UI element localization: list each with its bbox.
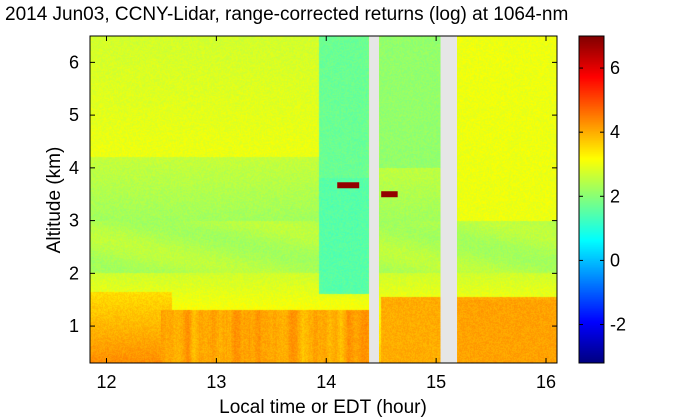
- y-tick-label: 5: [69, 105, 79, 125]
- colorbar-tick-label: -2: [610, 315, 626, 335]
- x-tick-label: 16: [536, 372, 556, 392]
- heatmap: [90, 36, 557, 363]
- data-gap-layer: [337, 36, 458, 363]
- x-tick-label: 13: [206, 372, 226, 392]
- colorbar-tick-label: 6: [610, 58, 620, 78]
- colorbar-frame: [578, 35, 605, 364]
- x-axis-label: Local time or EDT (hour): [219, 397, 427, 418]
- y-tick-label: 2: [69, 263, 79, 283]
- x-tick-label: 14: [316, 372, 336, 392]
- colorbar: -2 0 2 4 6: [578, 35, 626, 364]
- y-tick-label: 6: [69, 52, 79, 72]
- y-axis: 1 2 3 4 5 6: [69, 52, 557, 336]
- data-gap-1: [440, 36, 458, 363]
- y-axis-label: Altitude (km): [44, 147, 65, 254]
- chart-title: 2014 Jun03, CCNY-Lidar, range-corrected …: [5, 4, 568, 25]
- colorbar-tick-label: 0: [610, 250, 620, 270]
- x-tick-label: 12: [96, 372, 116, 392]
- cloud-feature-0: [337, 182, 360, 189]
- y-tick-label: 4: [69, 158, 79, 178]
- colorbar-tick-label: 4: [610, 122, 620, 142]
- plot-frame: [89, 35, 558, 364]
- colorbar-tick-label: 2: [610, 186, 620, 206]
- x-tick-label: 15: [426, 372, 446, 392]
- cloud-feature-1: [381, 191, 398, 198]
- y-tick-label: 3: [69, 211, 79, 231]
- colorbar-gradient: [579, 36, 604, 363]
- y-tick-label: 1: [69, 316, 79, 336]
- x-axis: 12 13 14 15 16: [96, 36, 556, 392]
- data-gap-0: [369, 36, 379, 363]
- colorbar-ticks: -2 0 2 4 6: [579, 58, 626, 335]
